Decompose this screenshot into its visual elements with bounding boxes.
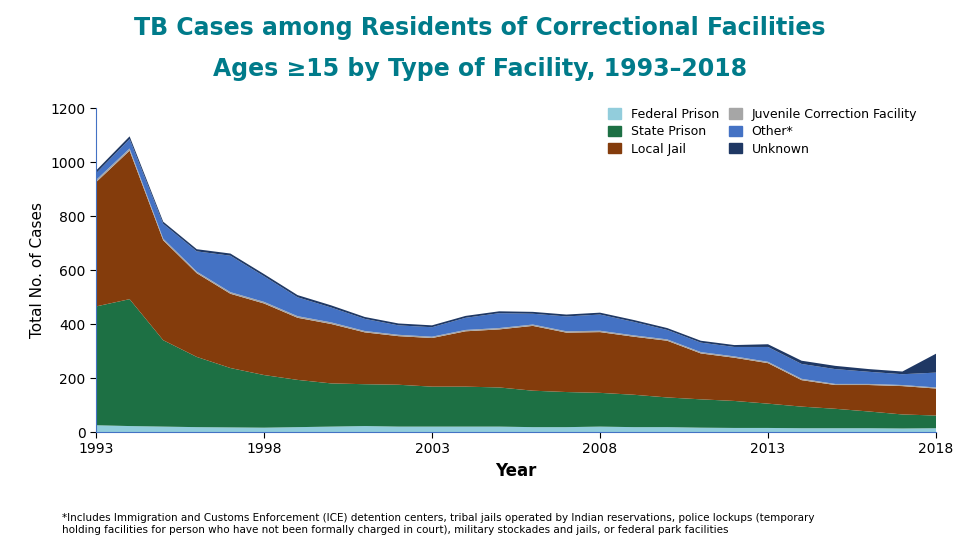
Text: Ages ≥15 by Type of Facility, 1993–2018: Ages ≥15 by Type of Facility, 1993–2018 — [213, 57, 747, 80]
Text: TB Cases among Residents of Correctional Facilities: TB Cases among Residents of Correctional… — [134, 16, 826, 40]
Legend: Federal Prison, State Prison, Local Jail, Juvenile Correction Facility, Other*, : Federal Prison, State Prison, Local Jail… — [609, 108, 917, 156]
Y-axis label: Total No. of Cases: Total No. of Cases — [30, 202, 45, 338]
Text: *Includes Immigration and Customs Enforcement (ICE) detention centers, tribal ja: *Includes Immigration and Customs Enforc… — [62, 513, 815, 535]
X-axis label: Year: Year — [495, 462, 537, 480]
